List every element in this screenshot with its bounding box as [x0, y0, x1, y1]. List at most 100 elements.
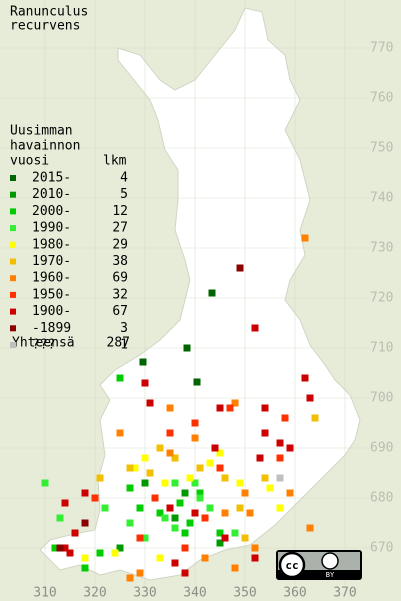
observation-square	[266, 484, 274, 492]
observation-square	[196, 494, 204, 502]
cc-text: cc	[285, 559, 298, 572]
observation-square	[56, 544, 64, 552]
legend-label: 2015-	[32, 171, 71, 186]
observation-square	[216, 464, 224, 472]
legend-count: 1	[120, 338, 128, 353]
observation-square	[139, 358, 147, 366]
observation-square	[126, 574, 134, 582]
observation-square	[81, 519, 89, 527]
observation-square	[126, 484, 134, 492]
observation-square	[136, 569, 144, 577]
legend-count: 32	[112, 287, 128, 302]
observation-square	[136, 534, 144, 542]
observation-square	[208, 289, 216, 297]
observation-square	[311, 414, 319, 422]
y-label: 760	[370, 91, 393, 106]
observation-square	[116, 429, 124, 437]
total-label: Yhteensä	[12, 336, 75, 351]
observation-square	[91, 494, 99, 502]
x-label: 320	[83, 586, 106, 601]
legend-swatch	[10, 308, 16, 315]
legend-count: 27	[112, 221, 128, 236]
observation-square	[161, 479, 169, 487]
observation-square	[231, 529, 239, 537]
legend-swatch	[10, 241, 16, 248]
observation-square	[256, 454, 264, 462]
legend-label: 2010-	[32, 187, 71, 202]
y-label: 770	[370, 41, 393, 56]
legend-swatch	[10, 342, 16, 348]
observation-square	[41, 479, 49, 487]
observation-square	[246, 509, 254, 517]
observation-square	[193, 378, 201, 386]
observation-square	[183, 344, 191, 352]
observation-square	[81, 489, 89, 497]
observation-square	[251, 324, 259, 332]
observation-square	[221, 474, 229, 482]
y-label: 680	[370, 491, 393, 506]
observation-square	[221, 534, 229, 542]
license-badge: cc BY	[276, 550, 362, 580]
legend-count: 29	[112, 237, 128, 252]
observation-square	[146, 469, 154, 477]
y-label: 740	[370, 191, 393, 206]
legend-count: 3	[120, 321, 128, 336]
observation-square	[221, 509, 229, 517]
legend-swatch	[10, 275, 16, 282]
observation-square	[171, 514, 179, 522]
observation-square	[261, 429, 269, 437]
observation-square	[216, 449, 224, 457]
legend-label: 1990-	[32, 221, 71, 236]
observation-square	[156, 554, 164, 562]
observation-square	[161, 514, 169, 522]
legend-count: 67	[112, 304, 128, 319]
observation-square	[216, 404, 224, 412]
legend-label: 1970-	[32, 254, 71, 269]
observation-square	[166, 404, 174, 412]
observation-square	[61, 499, 69, 507]
observation-square	[146, 399, 154, 407]
observation-square	[141, 379, 149, 387]
legend-label: 1980-	[32, 237, 71, 252]
observation-square	[171, 524, 179, 532]
legend-count: 4	[120, 171, 128, 186]
observation-square	[116, 374, 124, 382]
legend-count-header: lkm	[103, 154, 127, 169]
observation-square	[141, 479, 149, 487]
legend-label: 1950-	[32, 287, 71, 302]
observation-square	[231, 564, 239, 572]
observation-square	[276, 439, 284, 447]
observation-square	[151, 494, 159, 502]
observation-square	[236, 504, 244, 512]
observation-square	[141, 454, 149, 462]
observation-square	[136, 504, 144, 512]
observation-square	[196, 489, 204, 497]
observation-square	[166, 504, 174, 512]
legend-header: havainnon	[10, 139, 80, 154]
y-label: 730	[370, 241, 393, 256]
observation-square	[181, 544, 189, 552]
observation-square	[261, 404, 269, 412]
legend-swatch	[10, 325, 16, 332]
y-label: 750	[370, 141, 393, 156]
y-label: 710	[370, 341, 393, 356]
observation-square	[126, 519, 134, 527]
observation-square	[171, 559, 179, 567]
legend-label: 2000-	[32, 204, 71, 219]
observation-square	[186, 474, 194, 482]
x-label: 350	[233, 586, 256, 601]
legend-count: 12	[112, 204, 128, 219]
legend-label: 1960-	[32, 271, 71, 286]
observation-square	[211, 444, 219, 452]
observation-square	[66, 549, 74, 557]
observation-square	[201, 554, 209, 562]
cc-circle	[278, 551, 306, 579]
observation-square	[231, 399, 239, 407]
observation-square	[81, 564, 89, 572]
legend-swatch	[10, 208, 16, 215]
observation-square	[306, 394, 314, 402]
x-label: 330	[133, 586, 156, 601]
observation-square	[241, 534, 249, 542]
legend-count: 69	[112, 271, 128, 286]
